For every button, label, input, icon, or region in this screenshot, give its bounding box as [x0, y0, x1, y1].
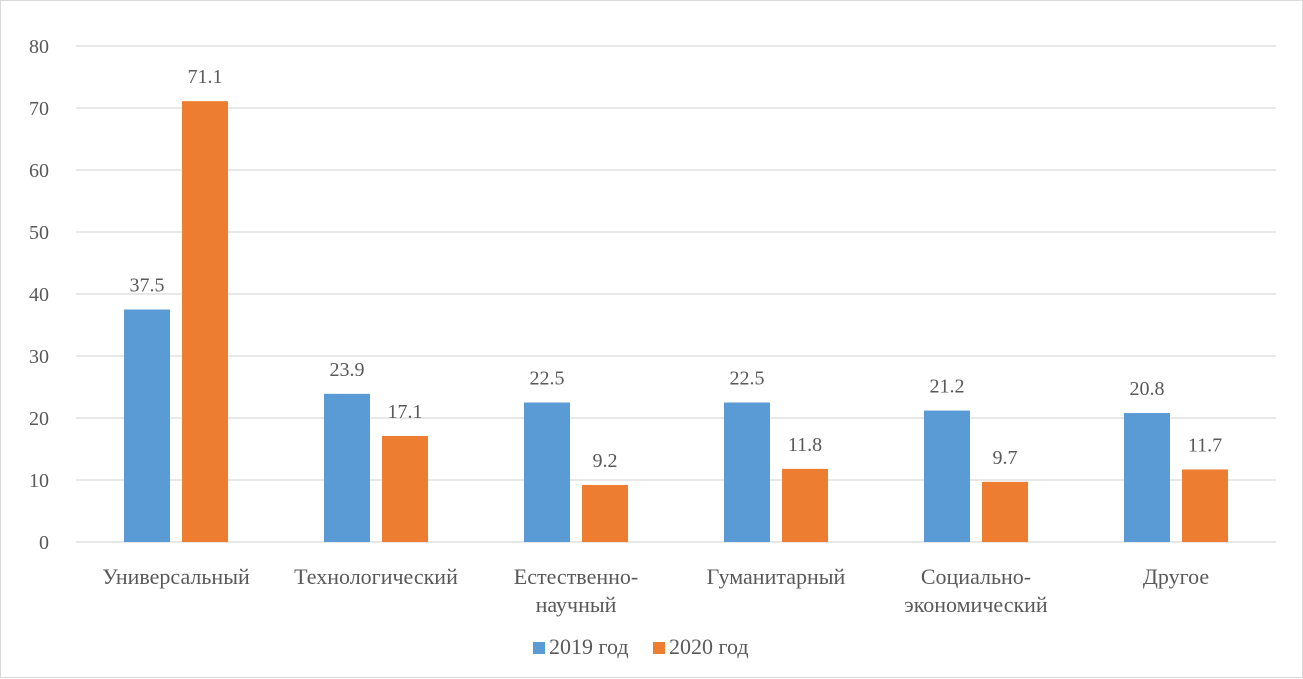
data-labels: 37.5 71.1 23.9 17.1 22.5 9.2 22.5 11.8 21.2 9.7 20…	[130, 66, 1223, 472]
x-tick-label: Естественно-	[514, 564, 638, 589]
legend-label: 2020 год	[669, 634, 749, 659]
bar	[1182, 469, 1228, 542]
data-label: 11.7	[1188, 434, 1222, 456]
bar	[982, 481, 1028, 542]
bar	[124, 309, 170, 542]
data-label: 9.2	[593, 450, 618, 472]
data-label: 22.5	[730, 368, 765, 390]
x-tick-label: Социально-	[921, 564, 1031, 589]
bar	[182, 101, 228, 543]
data-label: 22.5	[530, 368, 565, 390]
bar	[582, 484, 628, 542]
y-tick-label: 70	[29, 98, 49, 120]
y-tick-label: 30	[29, 346, 49, 368]
legend-swatch	[653, 642, 665, 654]
y-tick-label: 80	[29, 36, 49, 58]
x-tick-label: Универсальный	[102, 564, 250, 589]
data-label: 37.5	[130, 275, 165, 297]
bar	[782, 468, 828, 542]
bar	[382, 435, 428, 542]
bar	[1124, 413, 1170, 542]
gridlines	[76, 45, 1276, 543]
bars	[124, 101, 1228, 543]
legend-swatch	[533, 642, 545, 654]
data-label: 23.9	[330, 359, 365, 381]
x-tick-label: Гуманитарный	[707, 564, 846, 589]
y-tick-label: 10	[29, 470, 49, 492]
legend-label: 2019 год	[549, 634, 629, 659]
x-tick-label: экономический	[904, 592, 1048, 617]
bar	[324, 393, 370, 542]
data-label: 11.8	[788, 434, 822, 456]
data-label: 21.2	[930, 376, 965, 398]
x-tick-label: Другое	[1143, 564, 1209, 589]
x-tick-label: Технологический	[294, 564, 458, 589]
data-label: 20.8	[1130, 378, 1165, 400]
y-tick-label: 40	[29, 284, 49, 306]
legend: 2019 год 2020 год	[533, 634, 749, 659]
bar	[724, 402, 770, 542]
x-axis: Универсальный Технологический Естественно-…	[102, 564, 1209, 617]
y-tick-label: 0	[39, 532, 49, 554]
data-label: 17.1	[388, 401, 423, 423]
y-tick-label: 60	[29, 160, 49, 182]
data-label: 9.7	[993, 447, 1018, 469]
bar	[924, 410, 970, 542]
y-axis: 0 10 20 30 40 50 60 70 80	[29, 36, 49, 554]
x-tick-label: научный	[536, 592, 617, 617]
data-label: 71.1	[188, 66, 223, 88]
y-tick-label: 50	[29, 222, 49, 244]
y-tick-label: 20	[29, 408, 49, 430]
bar	[524, 402, 570, 542]
